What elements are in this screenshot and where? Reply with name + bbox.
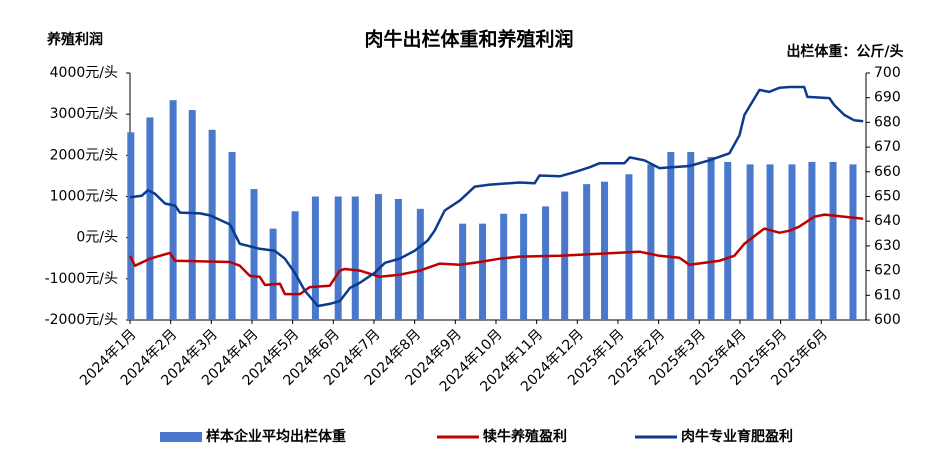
- y2-tick-label: 600: [874, 312, 901, 328]
- legend-label: 肉牛专业育肥盈利: [681, 428, 793, 445]
- bar: [583, 184, 591, 320]
- line: [128, 213, 864, 296]
- bar: [228, 152, 236, 320]
- bar: [724, 161, 732, 320]
- bar: [188, 110, 196, 320]
- bar: [479, 223, 487, 320]
- bar: [374, 194, 382, 320]
- chart-title: 肉牛出栏体重和养殖利润: [364, 28, 573, 51]
- bar: [269, 228, 277, 320]
- line: [129, 85, 864, 308]
- bar: [667, 152, 675, 320]
- y2-tick-label: 690: [874, 90, 901, 106]
- bar: [459, 223, 467, 320]
- bar: [520, 213, 528, 320]
- y2-tick-label: 630: [874, 238, 901, 254]
- y2-tick-label: 640: [874, 213, 901, 229]
- bar: [746, 164, 754, 320]
- bar: [707, 156, 715, 320]
- y-tick-label: 2000元/头: [50, 147, 118, 163]
- bar: [647, 164, 655, 320]
- bar: [766, 164, 774, 320]
- bar: [849, 164, 857, 320]
- y-tick-label: 4000元/头: [50, 65, 118, 81]
- bar: [351, 196, 359, 320]
- bar: [291, 211, 299, 320]
- y2-tick-label: 610: [874, 287, 901, 303]
- y2-axis-label: 出栏体重：公斤/头: [786, 43, 903, 60]
- bar: [687, 152, 695, 320]
- bar: [127, 132, 135, 320]
- bar: [334, 196, 342, 320]
- y2-tick-label: 660: [874, 164, 901, 180]
- y2-tick-label: 670: [874, 139, 901, 155]
- bar: [169, 100, 177, 320]
- y2-tick-label: 680: [874, 114, 901, 130]
- bar: [808, 161, 816, 320]
- bar: [250, 189, 258, 320]
- legend-label: 样本企业平均出栏体重: [206, 428, 346, 445]
- bar: [208, 129, 216, 320]
- bar: [829, 161, 837, 320]
- bar: [146, 117, 154, 321]
- y-tick-label: 3000元/头: [50, 106, 118, 122]
- y-tick-label: 1000元/头: [50, 189, 118, 205]
- y-tick-label: 0元/头: [76, 230, 118, 246]
- y2-tick-label: 650: [874, 189, 901, 205]
- bar: [542, 206, 550, 320]
- bar: [416, 208, 424, 320]
- bar: [625, 174, 633, 320]
- legend-label: 犊牛养殖盈利: [483, 428, 567, 445]
- y-tick-label: -2000元/头: [45, 312, 118, 328]
- bar: [788, 164, 796, 320]
- y2-tick-label: 700: [874, 65, 901, 81]
- y-axis-label: 养殖利润: [46, 31, 103, 48]
- y-tick-label: -1000元/头: [45, 271, 118, 287]
- bar: [601, 181, 609, 320]
- bar: [311, 196, 319, 320]
- bar: [500, 213, 508, 320]
- y2-tick-label: 620: [874, 263, 901, 279]
- legend-swatch: [160, 432, 202, 442]
